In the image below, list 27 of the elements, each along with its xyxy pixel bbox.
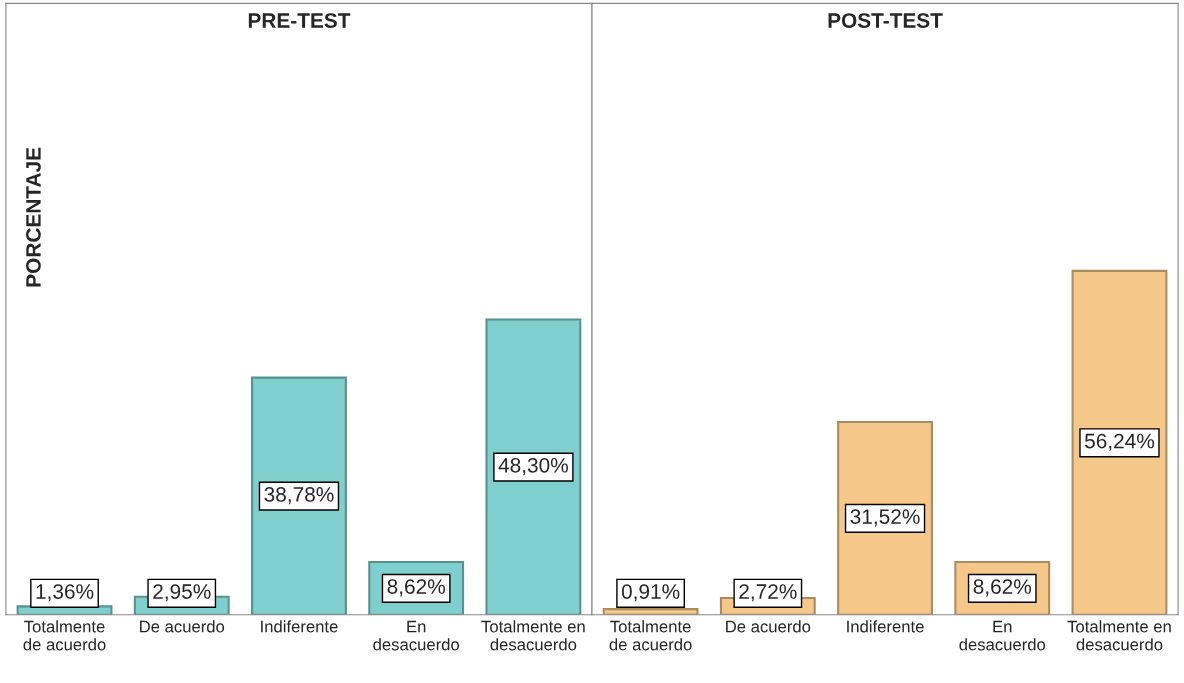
data-label: 31,52% [850, 509, 920, 527]
y-axis-title: PORCENTAJE [26, 147, 41, 287]
bar [602, 608, 699, 615]
data-label: 0,91% [621, 584, 680, 602]
data-label: 2,95% [153, 584, 211, 602]
x-tick-label: En desacuerdo [959, 620, 1046, 651]
bar [1071, 269, 1168, 615]
data-label: 56,24% [1084, 433, 1155, 451]
data-label: 38,78% [264, 487, 334, 505]
chart-title: POST-TEST [828, 13, 943, 28]
x-tick-label: De acuerdo [140, 620, 225, 633]
data-label: 1,36% [36, 584, 94, 602]
x-tick-label: De acuerdo [726, 620, 811, 633]
data-label: 48,30% [498, 457, 568, 476]
bar [485, 318, 582, 615]
data-label: 8,62% [973, 579, 1032, 597]
bar [251, 376, 347, 615]
data-label: 2,72% [739, 584, 797, 602]
x-tick-label: Totalmente de acuerdo [609, 620, 692, 651]
chart-title: PRE-TEST [248, 13, 351, 28]
x-tick-label: Totalmente en desacuerdo [481, 620, 585, 651]
x-tick-label: Indiferente [847, 620, 924, 633]
x-tick-label: En desacuerdo [373, 620, 460, 651]
x-tick-label: Indiferente [261, 620, 338, 633]
x-tick-label: Totalmente de acuerdo [23, 620, 106, 651]
x-tick-label: Totalmente en desacuerdo [1067, 620, 1171, 651]
data-label: 8,62% [387, 579, 445, 597]
